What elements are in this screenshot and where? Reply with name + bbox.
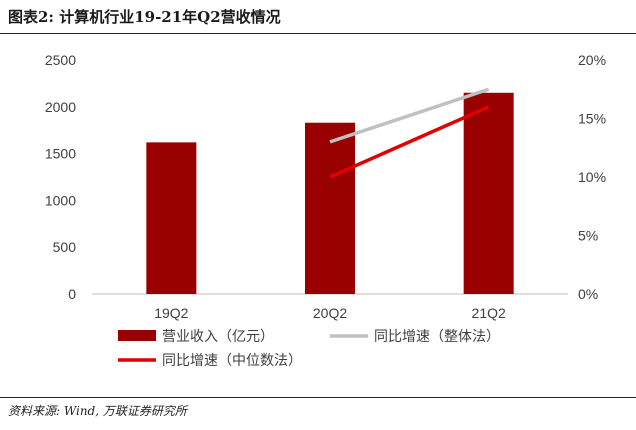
left-tick-label: 0: [68, 286, 76, 302]
chart-title: 图表2: 计算机行业19-21年Q2营收情况: [8, 8, 281, 26]
left-axis: 0 500 1000 1500 2000 2500: [45, 52, 76, 302]
chart-canvas: 0 500 1000 1500 2000 2500 0% 5% 10% 15% 20% 19Q2 2…: [45, 52, 606, 368]
bar-20Q2: [305, 122, 355, 294]
x-axis: 19Q2 20Q2 21Q2: [154, 305, 506, 321]
right-tick-label: 10%: [578, 169, 606, 185]
x-tick-label: 21Q2: [472, 305, 506, 321]
left-tick-label: 1500: [45, 146, 76, 162]
legend-swatch-revenue: [118, 330, 156, 341]
legend: 营业收入（亿元） 同比增速（整体法） 同比增速（中位数法）: [118, 328, 500, 368]
line-overall-growth: [329, 87, 490, 144]
left-tick-label: 1000: [45, 192, 76, 208]
legend-label: 营业收入（亿元）: [162, 328, 274, 344]
right-tick-label: 5%: [578, 228, 598, 244]
line-series: [329, 87, 490, 179]
line-median-growth: [329, 105, 490, 179]
right-axis: 0% 5% 10% 15% 20%: [578, 52, 606, 302]
x-tick-label: 20Q2: [313, 305, 347, 321]
bar-19Q2: [146, 142, 197, 294]
left-tick-label: 500: [53, 239, 77, 255]
right-tick-label: 20%: [578, 52, 606, 68]
x-tick-label: 19Q2: [154, 305, 188, 321]
title-divider: [0, 33, 636, 34]
bar-21Q2: [463, 92, 514, 294]
bar-series: [146, 92, 514, 294]
legend-label: 同比增速（整体法）: [374, 328, 500, 344]
legend-label: 同比增速（中位数法）: [162, 352, 302, 368]
left-tick-label: 2500: [45, 52, 76, 68]
right-tick-label: 15%: [578, 111, 606, 127]
footer-divider: [0, 397, 636, 398]
left-tick-label: 2000: [45, 99, 76, 115]
right-tick-label: 0%: [578, 286, 598, 302]
source-note: 资料来源: Wind, 万联证券研究所: [8, 404, 187, 418]
